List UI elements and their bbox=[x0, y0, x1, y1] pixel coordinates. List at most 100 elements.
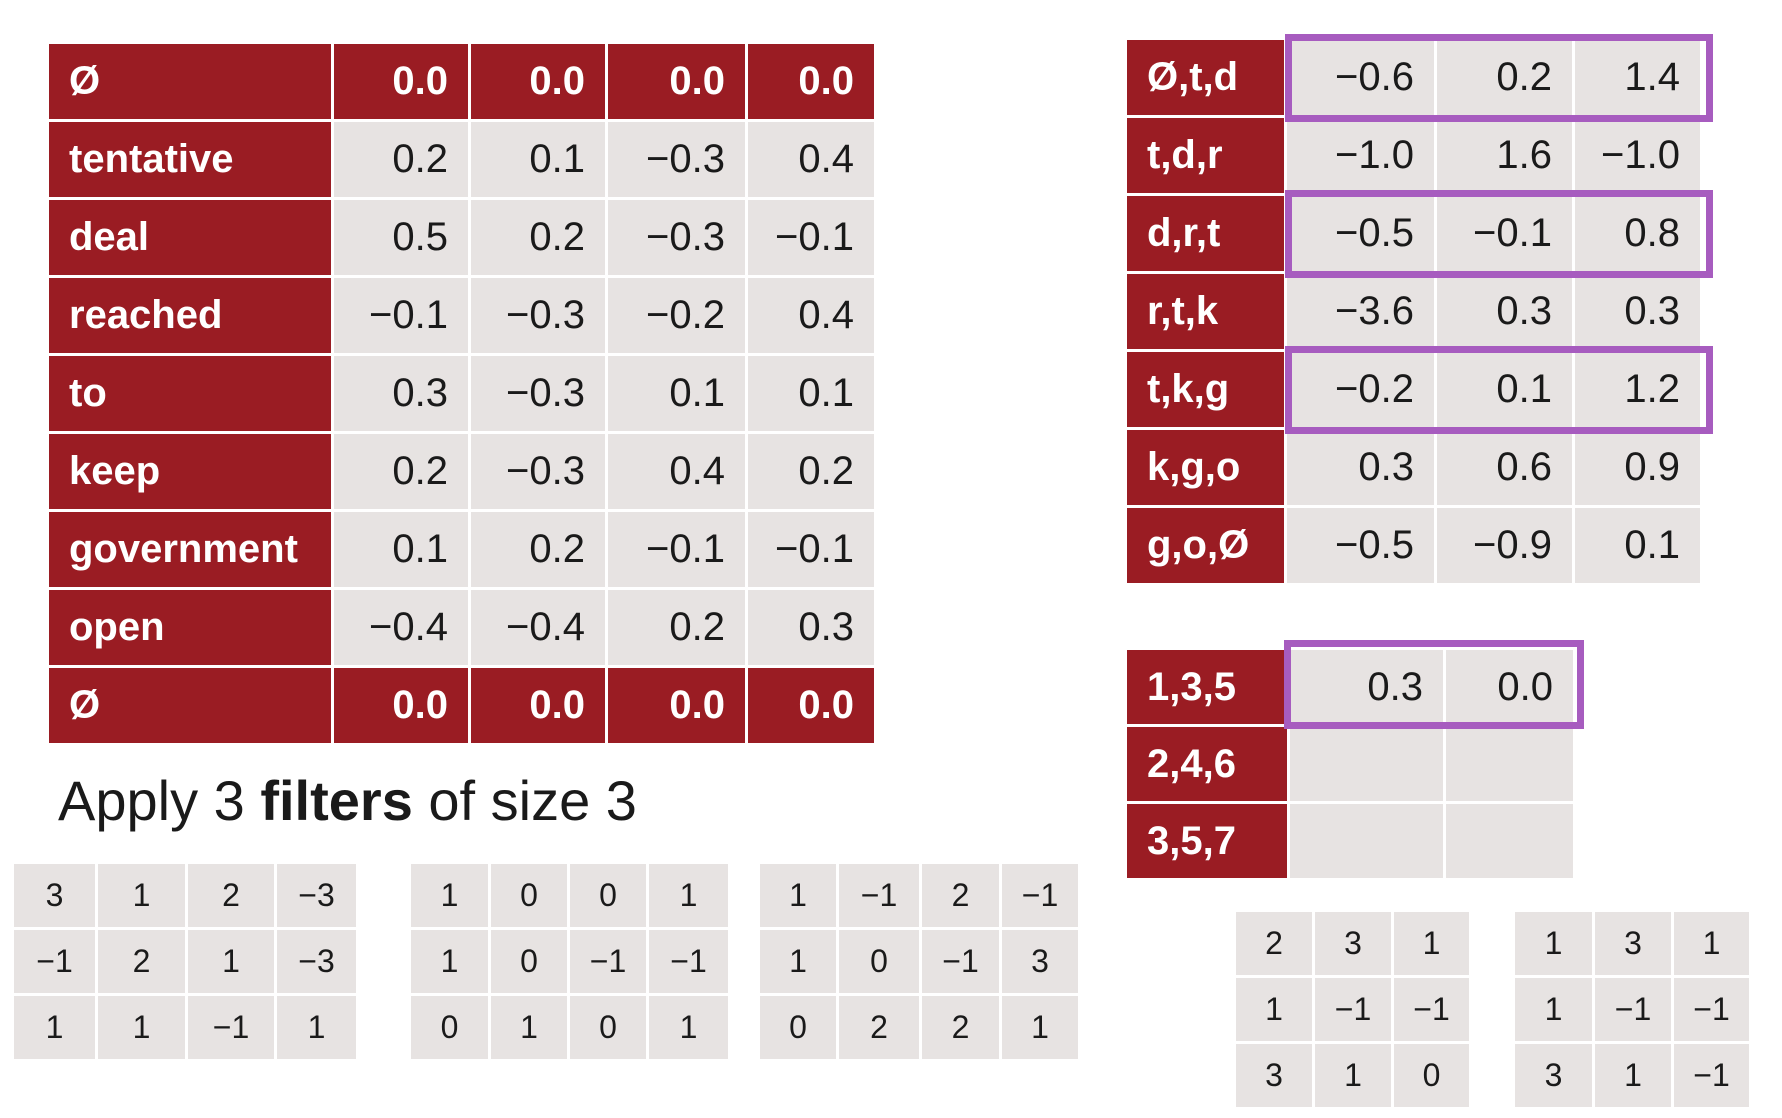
filter-weight: −1 bbox=[1394, 978, 1472, 1044]
filter-weight: −1 bbox=[922, 930, 1002, 996]
embedding-value: 0.1 bbox=[471, 122, 608, 200]
filter-weight: −1 bbox=[1674, 978, 1752, 1044]
filter-weight: 2 bbox=[839, 996, 922, 1062]
filter-weight: 1 bbox=[98, 996, 188, 1062]
embedding-value: 0.0 bbox=[471, 44, 608, 122]
conv-value: 0.6 bbox=[1437, 430, 1575, 508]
embedding-value: −0.1 bbox=[748, 200, 877, 278]
embedding-value: 0.4 bbox=[748, 278, 877, 356]
trigram-label: d,r,t bbox=[1127, 196, 1287, 274]
embedding-value: −0.3 bbox=[608, 122, 748, 200]
filter-weight: 1 bbox=[14, 996, 98, 1062]
conv-value: 1.2 bbox=[1575, 352, 1703, 430]
embedding-value: −0.1 bbox=[608, 512, 748, 590]
dilated-label: 3,5,7 bbox=[1127, 804, 1290, 881]
dilated-value: 0.3 bbox=[1290, 650, 1446, 727]
dilated-value: 0.0 bbox=[1446, 650, 1576, 727]
embedding-value: 0.0 bbox=[334, 44, 471, 122]
filter-weight: 1 bbox=[760, 864, 839, 930]
filter-weight: −3 bbox=[277, 930, 359, 996]
conv-value: −3.6 bbox=[1287, 274, 1437, 352]
embedding-value: 0.2 bbox=[334, 434, 471, 512]
conv-value: −0.1 bbox=[1437, 196, 1575, 274]
filter-weight: 0 bbox=[839, 930, 922, 996]
embedding-value: −0.3 bbox=[471, 434, 608, 512]
word-label: deal bbox=[49, 200, 334, 278]
filter-weight: 0 bbox=[760, 996, 839, 1062]
filter-weight: 1 bbox=[411, 930, 491, 996]
filter-weight: 1 bbox=[1394, 912, 1472, 978]
padding-row-label: Ø bbox=[49, 44, 334, 122]
conv-value: −0.9 bbox=[1437, 508, 1575, 586]
embedding-value: 0.0 bbox=[748, 668, 877, 746]
filter-weight: 0 bbox=[1394, 1044, 1472, 1110]
embedding-value: 0.0 bbox=[608, 668, 748, 746]
word-label: government bbox=[49, 512, 334, 590]
embedding-value: 0.1 bbox=[334, 512, 471, 590]
caption-bold: filters bbox=[260, 769, 413, 832]
filter-weight: 0 bbox=[570, 996, 649, 1062]
embedding-value: −0.4 bbox=[471, 590, 608, 668]
filter-weight: 2 bbox=[1236, 912, 1315, 978]
embedding-value: 0.2 bbox=[471, 512, 608, 590]
conv-value: −1.0 bbox=[1287, 118, 1437, 196]
embedding-value: 0.0 bbox=[748, 44, 877, 122]
word-label: reached bbox=[49, 278, 334, 356]
filter-weight: 1 bbox=[760, 930, 839, 996]
conv-value: 0.9 bbox=[1575, 430, 1703, 508]
word-label: to bbox=[49, 356, 334, 434]
filter-weight: 1 bbox=[98, 864, 188, 930]
trigram-label: Ø,t,d bbox=[1127, 40, 1287, 118]
trigram-label: r,t,k bbox=[1127, 274, 1287, 352]
filter-weight: 0 bbox=[491, 930, 570, 996]
filter-weight: 0 bbox=[491, 864, 570, 930]
embedding-value: 0.0 bbox=[471, 668, 608, 746]
embedding-value: −0.4 bbox=[334, 590, 471, 668]
embedding-value: −0.1 bbox=[748, 512, 877, 590]
word-label: tentative bbox=[49, 122, 334, 200]
filter-weight: 1 bbox=[188, 930, 277, 996]
embedding-value: 0.2 bbox=[334, 122, 471, 200]
filter-weight: −1 bbox=[1315, 978, 1394, 1044]
conv-value: 0.2 bbox=[1437, 40, 1575, 118]
embedding-value: 0.4 bbox=[608, 434, 748, 512]
conv-value: 0.3 bbox=[1437, 274, 1575, 352]
conv-value: −1.0 bbox=[1575, 118, 1703, 196]
word-label: open bbox=[49, 590, 334, 668]
conv-value: 0.1 bbox=[1575, 508, 1703, 586]
word-label: keep bbox=[49, 434, 334, 512]
dilated-value bbox=[1446, 727, 1576, 804]
filter-weight: −1 bbox=[649, 930, 731, 996]
conv-value: −0.6 bbox=[1287, 40, 1437, 118]
filter-weight: −1 bbox=[14, 930, 98, 996]
filter-weight: −1 bbox=[570, 930, 649, 996]
dilated-value bbox=[1290, 727, 1446, 804]
filter-weight: 1 bbox=[1315, 1044, 1394, 1110]
embedding-value: 0.3 bbox=[748, 590, 877, 668]
filter-weight: 3 bbox=[1315, 912, 1394, 978]
conv-value: 0.1 bbox=[1437, 352, 1575, 430]
caption-post: of size 3 bbox=[412, 769, 637, 832]
caption-pre: Apply 3 bbox=[58, 769, 261, 832]
filter-weight: 3 bbox=[1002, 930, 1081, 996]
dilated-label: 2,4,6 bbox=[1127, 727, 1290, 804]
embedding-value: 0.4 bbox=[748, 122, 877, 200]
filter-weight: 2 bbox=[922, 864, 1002, 930]
filter-weight: 0 bbox=[411, 996, 491, 1062]
filter-weight: 1 bbox=[1595, 1044, 1674, 1110]
filter-weight: 1 bbox=[649, 864, 731, 930]
embedding-value: 0.3 bbox=[334, 356, 471, 434]
embedding-value: −0.1 bbox=[334, 278, 471, 356]
conv-value: 1.4 bbox=[1575, 40, 1703, 118]
filter-weight: 0 bbox=[570, 864, 649, 930]
conv-value: −0.5 bbox=[1287, 508, 1437, 586]
filter-weight: 1 bbox=[1515, 912, 1595, 978]
dilated-value bbox=[1290, 804, 1446, 881]
filter-weight: 2 bbox=[922, 996, 1002, 1062]
conv-value: −0.5 bbox=[1287, 196, 1437, 274]
filter-weight: 1 bbox=[1515, 978, 1595, 1044]
trigram-label: t,k,g bbox=[1127, 352, 1287, 430]
filter-weight: 1 bbox=[1674, 912, 1752, 978]
filter-weight: 1 bbox=[491, 996, 570, 1062]
trigram-label: k,g,o bbox=[1127, 430, 1287, 508]
